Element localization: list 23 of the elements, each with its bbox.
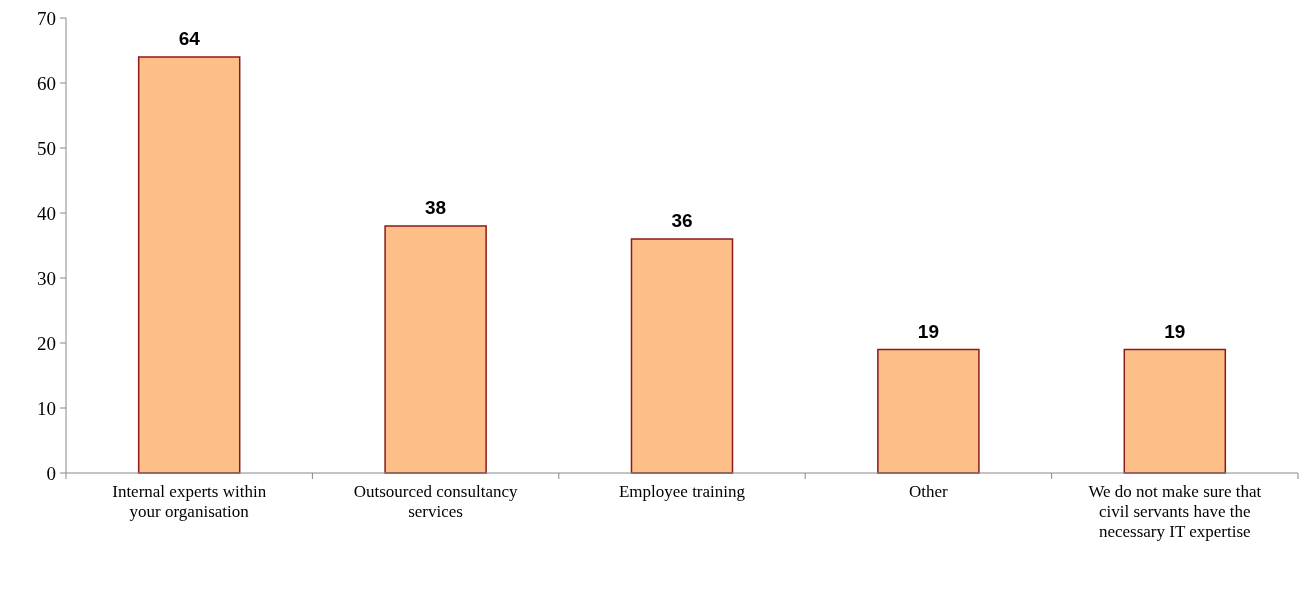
bar [1123, 348, 1227, 474]
data-label: 38 [425, 197, 447, 218]
y-tick-label: 50 [37, 137, 56, 159]
y-tick-label: 30 [37, 267, 56, 289]
y-tick-label: 10 [37, 397, 56, 419]
bar [877, 348, 980, 474]
y-tick-label: 0 [46, 462, 56, 484]
x-tick-label: Internal experts within your organisation [112, 482, 267, 521]
x-tick-label: Employee training [618, 482, 746, 501]
data-label: 19 [1164, 320, 1186, 342]
bar [137, 56, 241, 474]
y-tick-label: 60 [37, 72, 56, 94]
bar [630, 238, 734, 474]
data-label: 19 [917, 320, 939, 342]
bar [384, 225, 487, 474]
x-tick-label: Outsourced consultancy services [353, 482, 518, 521]
x-tick-label: We do not make sure that civil servants have the necessary IT expertise [1088, 482, 1262, 541]
y-tick-label: 40 [37, 202, 56, 224]
y-tick-label: 20 [37, 332, 56, 354]
y-tick-label: 70 [37, 7, 56, 29]
data-label: 36 [671, 210, 693, 231]
data-label: 64 [178, 28, 201, 49]
x-tick-label: Other [909, 482, 949, 501]
